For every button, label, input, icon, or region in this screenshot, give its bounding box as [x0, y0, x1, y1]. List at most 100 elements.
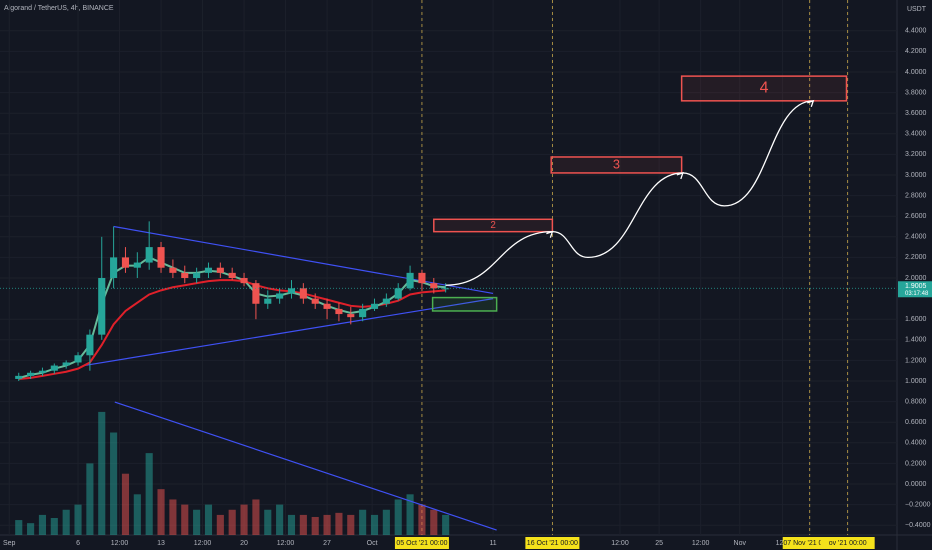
y-tick-label: 1.2000 — [905, 357, 927, 364]
volume-bar — [370, 514, 379, 535]
x-tick-label: 6 — [76, 540, 80, 547]
x-tick-highlight — [394, 537, 449, 549]
volume-bar — [311, 516, 319, 535]
last-price-label: 1.9005 — [905, 283, 927, 290]
volume-bar — [430, 509, 438, 535]
projection-path — [445, 100, 814, 286]
candle-body — [74, 355, 82, 363]
trendline — [113, 225, 494, 295]
candle-body — [110, 257, 118, 279]
volume-bar — [110, 432, 118, 535]
candle-body — [86, 334, 94, 356]
arrow-head — [676, 171, 684, 180]
candle-body — [27, 372, 35, 376]
volume-bar — [98, 411, 106, 535]
box-label: 2 — [490, 220, 496, 231]
x-tick-highlight — [525, 537, 580, 549]
y-tick-label: 2.4000 — [905, 234, 927, 241]
x-tick-label: 20 — [240, 540, 248, 547]
x-tick-label: 12:00 — [692, 540, 710, 547]
y-tick-label: 0.6000 — [905, 419, 927, 426]
box-label: 3 — [613, 156, 620, 171]
y-tick-label: 0.4000 — [905, 440, 927, 447]
candle-body — [252, 283, 260, 304]
y-tick-label: 4.2000 — [905, 48, 927, 55]
volume-bar — [418, 504, 426, 535]
volume-bar — [287, 514, 296, 535]
target-box — [550, 156, 683, 174]
y-tick-label: 4.0000 — [905, 69, 927, 76]
candle-body — [299, 288, 307, 299]
volume-bar — [145, 453, 153, 535]
candle-body — [276, 293, 284, 299]
candle-body — [169, 267, 177, 273]
candle-body — [240, 278, 248, 284]
volume-bar — [335, 512, 343, 535]
x-tick-label: 05 Oct '21 00:00 — [396, 540, 447, 547]
candle-body — [38, 370, 47, 373]
volume-bar — [121, 473, 130, 535]
y-tick-label: 2.8000 — [905, 192, 927, 199]
y-tick-label: −0.4000 — [905, 522, 931, 529]
candle-body — [406, 272, 414, 289]
x-tick-label: 13 — [157, 540, 165, 547]
candle-body — [418, 272, 426, 284]
volume-bar — [382, 509, 390, 535]
candle-body — [311, 298, 319, 304]
volume-bar — [50, 518, 58, 535]
candle-body — [145, 247, 153, 263]
volume-bar — [27, 523, 35, 535]
y-tick-label: 2.2000 — [905, 254, 927, 261]
candle-body — [216, 267, 224, 273]
candle-body — [50, 365, 58, 371]
candle-body — [204, 267, 213, 273]
target-box — [680, 75, 848, 102]
y-tick-label: 3.2000 — [905, 151, 927, 158]
trendline — [83, 298, 494, 367]
volume-bar — [442, 514, 450, 535]
y-tick-label: 1.6000 — [905, 316, 927, 323]
candle-body — [121, 257, 130, 268]
volume-bar — [252, 499, 260, 535]
candle-body — [228, 272, 236, 279]
target-box — [433, 218, 554, 233]
y-tick-label: 3.0000 — [905, 172, 927, 179]
candle-body — [394, 288, 402, 299]
volume-bar — [169, 499, 177, 535]
volume-bar — [15, 520, 23, 535]
volume-bar — [240, 504, 248, 535]
x-tick-label: ov '21 00:00 — [829, 540, 867, 547]
candle-body — [370, 303, 379, 309]
candle-body — [193, 272, 201, 279]
candle-body — [335, 308, 343, 315]
y-tick-label: −0.2000 — [905, 501, 931, 508]
x-tick-label: 12:00 — [194, 540, 212, 547]
x-tick-label: 16 Oct '21 00:00 — [527, 540, 578, 547]
candle-body — [264, 298, 272, 304]
x-tick-label: Nov — [734, 540, 747, 547]
arrow-head — [546, 230, 554, 238]
volume-bar — [406, 494, 414, 535]
y-tick-label: 0.0000 — [905, 481, 927, 488]
y-tick-label: 0.8000 — [905, 398, 927, 405]
volume-bar — [86, 463, 94, 535]
box-label: 4 — [760, 80, 769, 97]
volume-bar — [359, 509, 367, 535]
candle-body — [430, 283, 438, 289]
volume-bar — [62, 509, 70, 535]
candle-body — [382, 298, 390, 304]
candle-body — [133, 262, 141, 268]
x-tick-label: 12:00 — [277, 540, 295, 547]
volume-bar — [204, 504, 213, 535]
volume-bar — [264, 509, 272, 535]
candle-body — [442, 288, 450, 290]
chart-title: Algorand / TetherUS, 4h, BINANCE — [4, 5, 114, 12]
countdown: 03:17:48 — [905, 291, 929, 297]
x-tick-label: Oct — [367, 540, 378, 547]
y-tick-label: 2.6000 — [905, 213, 927, 220]
candle-body — [287, 288, 296, 294]
volume-bar — [181, 504, 189, 535]
volume-bar — [276, 504, 284, 535]
candle-body — [62, 362, 70, 366]
